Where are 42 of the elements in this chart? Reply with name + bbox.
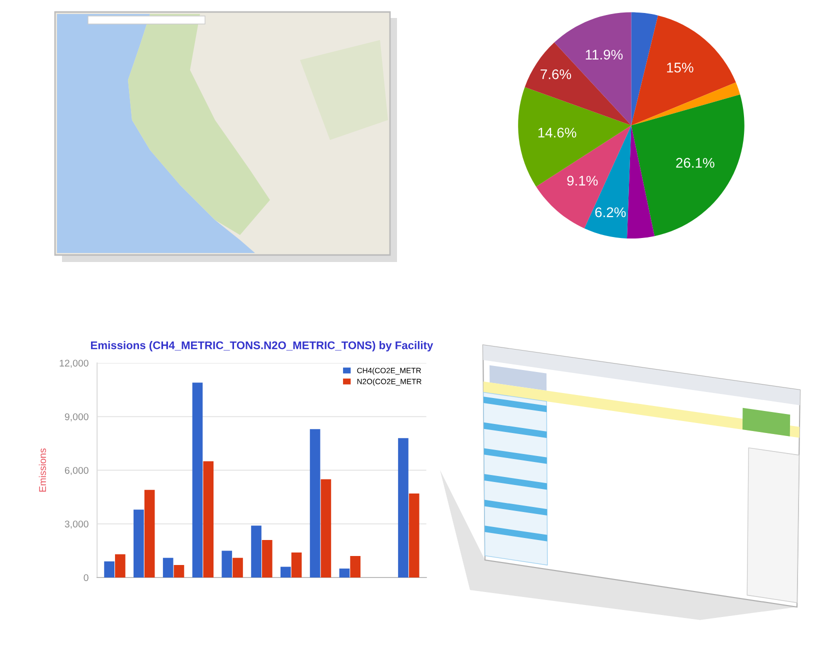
bar bbox=[350, 556, 360, 578]
bar bbox=[162, 558, 174, 578]
chart-title: Emissions (CH4_METRIC_TONS.N2O_METRIC_TONS) by Facility bbox=[91, 341, 434, 352]
data-label: 14.6% bbox=[538, 128, 576, 138]
bar bbox=[203, 461, 214, 578]
bar bbox=[104, 561, 114, 578]
bar bbox=[144, 490, 155, 578]
bar bbox=[134, 510, 144, 578]
bar bbox=[222, 550, 232, 578]
y-tick-label: 0 bbox=[84, 574, 88, 582]
pie-slice bbox=[631, 82, 740, 126]
bar bbox=[192, 382, 203, 578]
y-tick-label: 9,000 bbox=[64, 413, 88, 422]
bar bbox=[320, 479, 332, 578]
data-label: 9.1% bbox=[567, 176, 598, 186]
bar bbox=[115, 554, 126, 578]
pie-slice bbox=[518, 87, 632, 187]
bar bbox=[174, 564, 184, 578]
pie-slice bbox=[536, 125, 632, 228]
pie-slice bbox=[631, 15, 736, 126]
bar bbox=[291, 552, 302, 578]
data-label: 26.1% bbox=[676, 158, 714, 168]
pie-slice bbox=[524, 42, 632, 126]
data-label: 11.9% bbox=[586, 50, 623, 60]
pie-slice bbox=[626, 125, 655, 239]
bar bbox=[398, 438, 408, 578]
data-label: 7.6% bbox=[540, 69, 572, 80]
bar bbox=[408, 493, 420, 578]
bar bbox=[310, 429, 320, 578]
y-axis-title: Emissions bbox=[38, 448, 46, 492]
bar bbox=[251, 526, 262, 578]
bar bbox=[262, 540, 272, 578]
pie-slice bbox=[631, 94, 744, 236]
y-tick-label: 12,000 bbox=[60, 360, 88, 368]
bar bbox=[280, 566, 291, 578]
bar bbox=[232, 558, 243, 578]
y-tick-label: 3,000 bbox=[64, 520, 88, 529]
pie-slice bbox=[631, 12, 658, 126]
data-label: 6.2% bbox=[595, 207, 626, 218]
bar bbox=[339, 568, 350, 578]
data-label: 15% bbox=[667, 62, 694, 72]
y-tick-label: 6,000 bbox=[64, 466, 88, 476]
